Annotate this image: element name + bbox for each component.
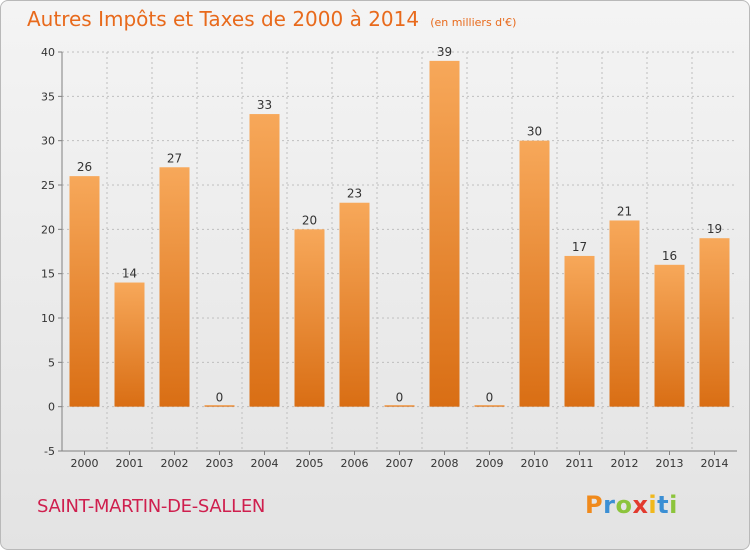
logo-letter: i bbox=[648, 491, 658, 519]
data-label-2000: 26 bbox=[77, 160, 92, 174]
data-label-2001: 14 bbox=[122, 267, 137, 281]
proxiti-logo[interactable]: Proxiti bbox=[585, 491, 678, 519]
x-tick-label: 2007 bbox=[386, 457, 414, 470]
bar-2008 bbox=[429, 60, 460, 407]
logo-letter: o bbox=[615, 491, 633, 519]
data-label-2014: 19 bbox=[707, 222, 722, 236]
x-tick-label: 2000 bbox=[71, 457, 99, 470]
bar-2000 bbox=[69, 176, 100, 407]
grid-lines bbox=[62, 51, 737, 452]
bar-2005 bbox=[294, 229, 325, 407]
x-tick-label: 2014 bbox=[701, 457, 729, 470]
x-tick-label: 2009 bbox=[476, 457, 504, 470]
x-tick-label: 2001 bbox=[116, 457, 144, 470]
x-tick-label: 2011 bbox=[566, 457, 594, 470]
logo-letter: i bbox=[669, 491, 678, 519]
y-tick-label: 15 bbox=[41, 268, 55, 281]
bar-2012 bbox=[609, 220, 640, 407]
bar-2001 bbox=[114, 282, 145, 407]
data-label-2012: 21 bbox=[617, 204, 632, 218]
bar-2009 bbox=[474, 405, 505, 407]
chart-title: Autres Impôts et Taxes de 2000 à 2014 bbox=[27, 7, 420, 31]
logo-letter: x bbox=[632, 491, 649, 519]
commune-name: SAINT-MARTIN-DE-SALLEN bbox=[37, 496, 266, 517]
bar-2010 bbox=[519, 140, 550, 407]
y-tick-label: 25 bbox=[41, 179, 55, 192]
x-tick-label: 2005 bbox=[296, 457, 324, 470]
data-label-2005: 20 bbox=[302, 213, 317, 227]
x-tick-label: 2010 bbox=[521, 457, 549, 470]
bar-2002 bbox=[159, 167, 190, 407]
title-row: Autres Impôts et Taxes de 2000 à 2014 (e… bbox=[27, 7, 516, 31]
logo-letter: t bbox=[657, 491, 670, 519]
logo-letter: P bbox=[585, 491, 604, 519]
bar-2004 bbox=[249, 114, 280, 407]
x-tick-label: 2003 bbox=[206, 457, 234, 470]
bar-2006 bbox=[339, 202, 370, 407]
data-label-2003: 0 bbox=[216, 391, 224, 405]
y-tick-label: -5 bbox=[44, 445, 55, 458]
data-label-2013: 16 bbox=[662, 249, 677, 263]
data-label-2004: 33 bbox=[257, 98, 272, 112]
data-label-2009: 0 bbox=[486, 391, 494, 405]
y-tick-label: 30 bbox=[41, 135, 55, 148]
data-label-2010: 30 bbox=[527, 125, 542, 139]
x-tick-label: 2008 bbox=[431, 457, 459, 470]
bar-2011 bbox=[564, 255, 595, 407]
data-label-2008: 39 bbox=[437, 45, 452, 59]
bar-2007 bbox=[384, 405, 415, 407]
y-tick-label: 5 bbox=[48, 356, 55, 369]
y-tick-label: 0 bbox=[48, 401, 55, 414]
data-labels: 26 14 27 0 33 20 23 0 39 0 30 17 21 16 19 bbox=[77, 45, 722, 405]
y-tick-label: 20 bbox=[41, 223, 55, 236]
data-label-2007: 0 bbox=[396, 391, 404, 405]
logo-letter: r bbox=[603, 491, 616, 519]
data-label-2011: 17 bbox=[572, 240, 587, 254]
bar-2014 bbox=[699, 238, 730, 407]
x-tick-label: 2002 bbox=[161, 457, 189, 470]
x-tick-label: 2004 bbox=[251, 457, 279, 470]
bar-2013 bbox=[654, 264, 685, 407]
y-tick-label: 35 bbox=[41, 90, 55, 103]
x-tick-label: 2006 bbox=[341, 457, 369, 470]
bars bbox=[69, 60, 730, 407]
x-tick-label: 2012 bbox=[611, 457, 639, 470]
x-tick-label: 2013 bbox=[656, 457, 684, 470]
y-tick-label: 40 bbox=[41, 46, 55, 59]
y-tick-label: 10 bbox=[41, 312, 55, 325]
data-label-2002: 27 bbox=[167, 151, 182, 165]
bar-2003 bbox=[204, 405, 235, 407]
chart-unit: (en milliers d'€) bbox=[430, 16, 517, 29]
data-label-2006: 23 bbox=[347, 187, 362, 201]
